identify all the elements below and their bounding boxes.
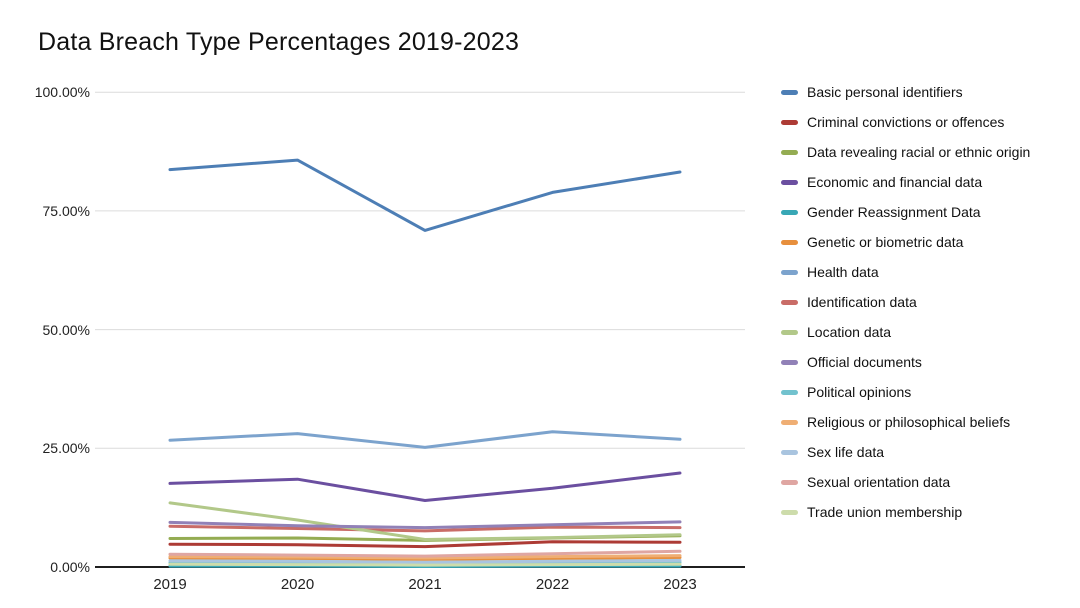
legend-item-identification-data: Identification data: [781, 293, 1073, 312]
x-axis-tick: 2023: [663, 576, 697, 593]
legend-swatch-icon: [781, 330, 798, 335]
y-axis-tick: 25.00%: [42, 440, 90, 457]
x-axis-tick: 2021: [408, 576, 442, 593]
legend-item-trade-union-membership: Trade union membership: [781, 503, 1073, 522]
legend-swatch-icon: [781, 240, 798, 245]
y-axis-tick: 75.00%: [42, 202, 90, 219]
chart-title: Data Breach Type Percentages 2019-2023: [38, 28, 520, 56]
legend-label: Sexual orientation data: [807, 474, 951, 490]
legend-label: Criminal convictions or offences: [807, 114, 1005, 130]
legend-item-gender-reassignment-data: Gender Reassignment Data: [781, 203, 1073, 222]
y-axis-tick: 100.00%: [34, 84, 90, 101]
legend-swatch-icon: [781, 150, 798, 155]
legend-item-genetic-or-biometric-data: Genetic or biometric data: [781, 233, 1073, 252]
legend-swatch-icon: [781, 180, 798, 185]
legend-swatch-icon: [781, 90, 798, 95]
legend-swatch-icon: [781, 390, 798, 395]
y-axis-tick: 0.00%: [50, 559, 90, 575]
legend-item-basic-personal-identifiers: Basic personal identifiers: [781, 83, 1073, 102]
series-line-religious-or-philosophical-beliefs: [168, 554, 682, 560]
legend-label: Genetic or biometric data: [807, 234, 964, 250]
legend-swatch-icon: [781, 270, 798, 275]
series-line-location-data: [168, 501, 682, 541]
legend-label: Religious or philosophical beliefs: [807, 414, 1011, 430]
series-line-identification-data: [168, 524, 682, 533]
legend-swatch-icon: [781, 510, 798, 515]
legend: Basic personal identifiers Criminal convi…: [781, 83, 1073, 533]
legend-item-sex-life-data: Sex life data: [781, 443, 1073, 462]
series-line-health-data: [168, 430, 682, 449]
legend-item-political-opinions: Political opinions: [781, 383, 1073, 402]
legend-swatch-icon: [781, 120, 798, 125]
legend-item-economic-and-financial-data: Economic and financial data: [781, 173, 1073, 192]
legend-item-religious-or-philosophical-beliefs: Religious or philosophical beliefs: [781, 413, 1073, 432]
legend-label: Health data: [807, 264, 879, 280]
legend-swatch-icon: [781, 360, 798, 365]
legend-item-health-data: Health data: [781, 263, 1073, 282]
legend-label: Data revealing racial or ethnic origin: [807, 144, 1031, 160]
legend-label: Official documents: [807, 354, 922, 370]
legend-label: Trade union membership: [807, 504, 963, 520]
series-line-trade-union-membership: [168, 562, 682, 567]
series-line-sex-life-data: [168, 558, 682, 564]
legend-item-criminal-convictions-or-offences: Criminal convictions or offences: [781, 113, 1073, 132]
legend-swatch-icon: [781, 450, 798, 455]
legend-label: Location data: [807, 324, 892, 340]
legend-swatch-icon: [781, 210, 798, 215]
plot-area: [95, 91, 745, 568]
series-line-criminal-convictions-or-offences: [168, 540, 682, 549]
legend-label: Political opinions: [807, 384, 912, 400]
series-line-basic-personal-identifiers: [168, 158, 682, 232]
x-axis-tick: 2022: [535, 576, 570, 593]
legend-item-official-documents: Official documents: [781, 353, 1073, 372]
legend-item-location-data: Location data: [781, 323, 1073, 342]
x-axis-tick: 2020: [280, 576, 315, 593]
legend-label: Economic and financial data: [807, 174, 983, 190]
legend-label: Sex life data: [807, 444, 885, 460]
legend-swatch-icon: [781, 300, 798, 305]
legend-label: Gender Reassignment Data: [807, 204, 981, 220]
legend-label: Identification data: [807, 294, 917, 310]
legend-item-sexual-orientation-data: Sexual orientation data: [781, 473, 1073, 492]
series-line-sexual-orientation-data: [168, 549, 682, 558]
legend-item-data-revealing-racial-or-ethnic-origin: Data revealing racial or ethnic origin: [781, 143, 1073, 162]
legend-swatch-icon: [781, 420, 798, 425]
x-axis-tick: 2019: [153, 576, 187, 593]
y-axis-tick: 50.00%: [42, 321, 90, 338]
series-line-official-documents: [168, 520, 682, 530]
legend-swatch-icon: [781, 480, 798, 485]
legend-label: Basic personal identifiers: [807, 84, 963, 100]
series-line-economic-and-financial-data: [168, 471, 682, 502]
